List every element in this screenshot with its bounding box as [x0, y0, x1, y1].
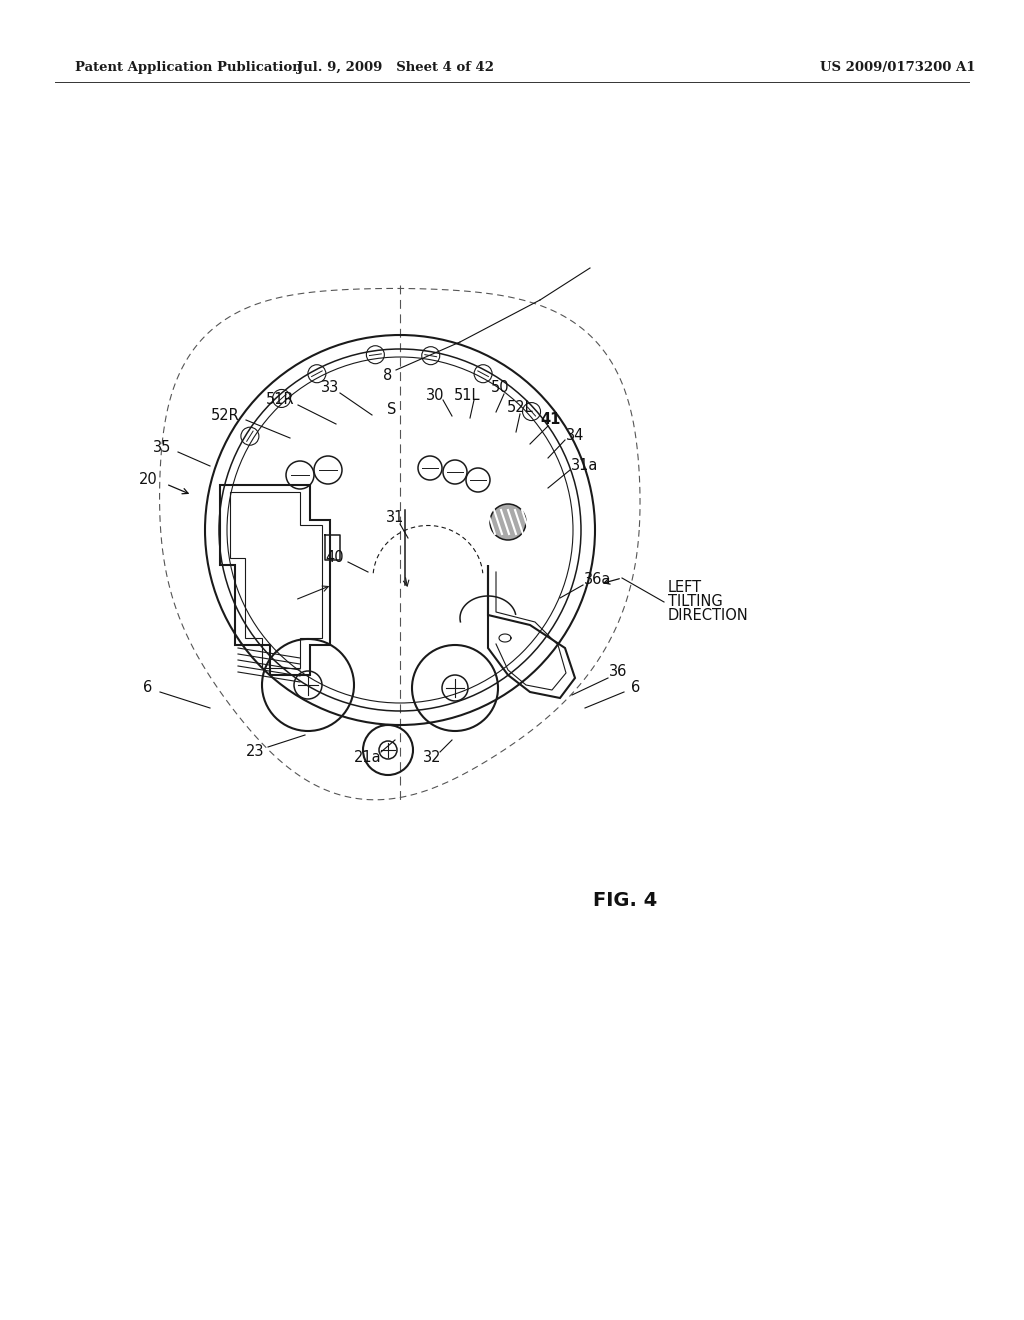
- Text: 34: 34: [566, 428, 584, 442]
- Text: 23: 23: [246, 744, 264, 759]
- Text: 35: 35: [153, 441, 171, 455]
- Text: 52R: 52R: [211, 408, 240, 422]
- Text: 6: 6: [632, 681, 641, 696]
- Text: DIRECTION: DIRECTION: [668, 609, 749, 623]
- Text: 8: 8: [383, 367, 392, 383]
- Text: 32: 32: [423, 751, 441, 766]
- Text: 50: 50: [490, 380, 509, 396]
- Text: 33: 33: [321, 380, 339, 396]
- Text: TILTING: TILTING: [668, 594, 723, 610]
- Text: 31: 31: [386, 511, 404, 525]
- Text: Patent Application Publication: Patent Application Publication: [75, 61, 302, 74]
- Text: 52L: 52L: [507, 400, 534, 416]
- Text: 20: 20: [138, 473, 158, 487]
- Text: 51R: 51R: [265, 392, 294, 408]
- Text: 31a: 31a: [571, 458, 599, 473]
- Text: 21a: 21a: [354, 751, 382, 766]
- Text: 41: 41: [541, 412, 561, 428]
- Text: LEFT: LEFT: [668, 581, 702, 595]
- Circle shape: [490, 504, 526, 540]
- Text: 51L: 51L: [454, 388, 480, 403]
- Text: US 2009/0173200 A1: US 2009/0173200 A1: [820, 61, 976, 74]
- Text: 30: 30: [426, 388, 444, 403]
- Text: 6: 6: [143, 681, 153, 696]
- Text: FIG. 4: FIG. 4: [593, 891, 657, 909]
- Text: S: S: [387, 403, 396, 417]
- Text: Jul. 9, 2009   Sheet 4 of 42: Jul. 9, 2009 Sheet 4 of 42: [297, 61, 494, 74]
- Text: 36a: 36a: [585, 573, 611, 587]
- Text: 36: 36: [609, 664, 627, 680]
- Text: 40: 40: [326, 550, 344, 565]
